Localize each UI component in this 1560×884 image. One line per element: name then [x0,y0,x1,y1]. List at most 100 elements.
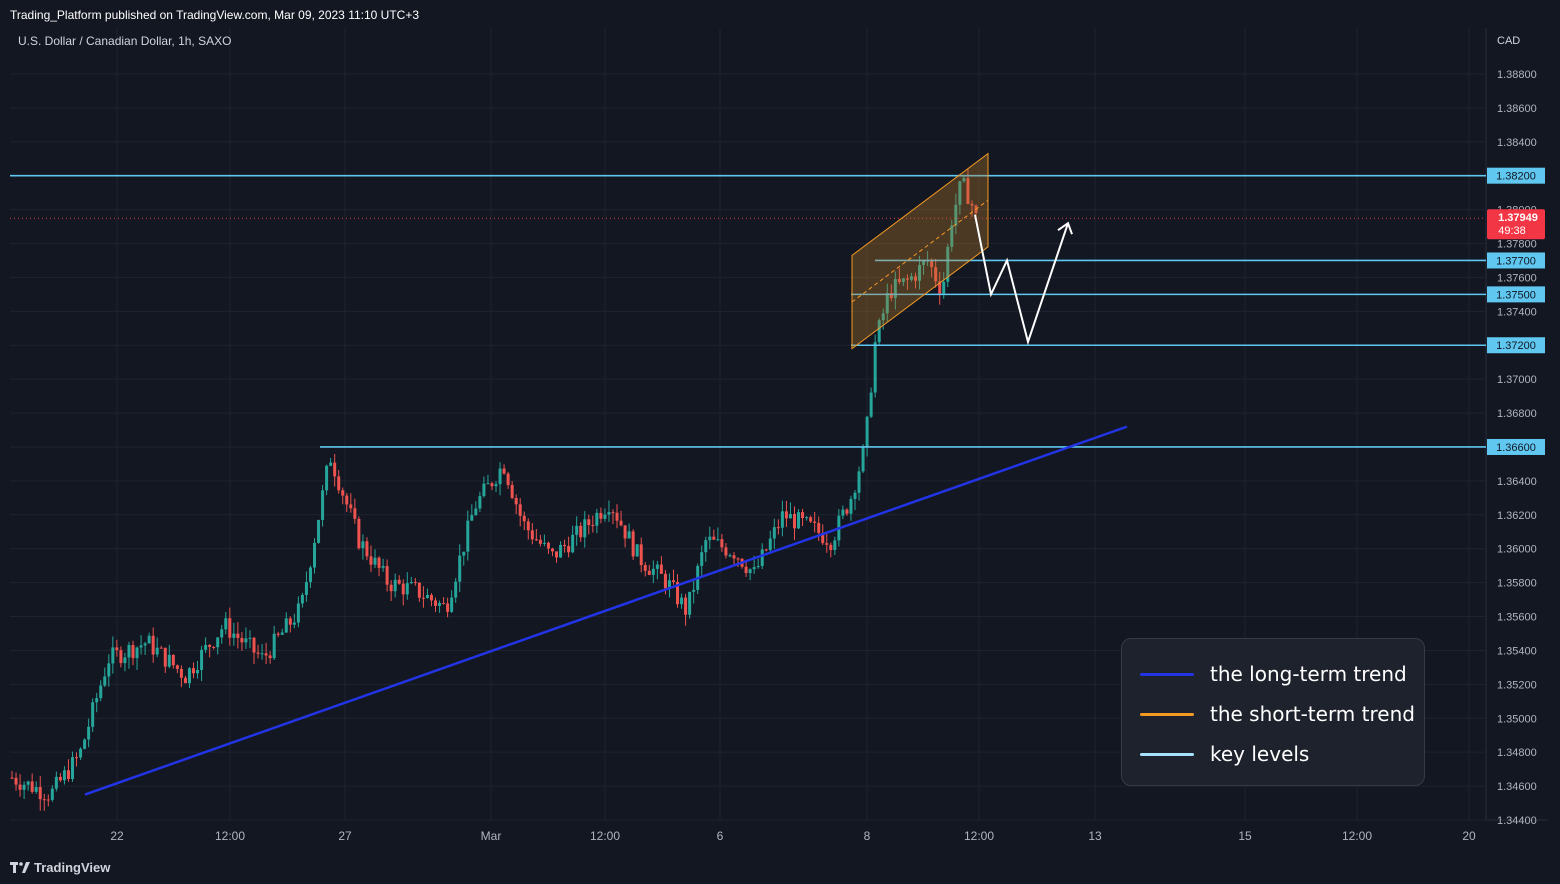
key-level-price-label: 1.37700 [1496,255,1536,267]
candle-body [797,512,801,529]
candle-body [555,551,559,558]
candle-body [381,566,385,568]
time-tick-label: 8 [864,829,871,843]
candle-body [264,653,268,656]
price-tick-label: 1.35400 [1497,645,1537,657]
top-bar: Trading_Platform published on TradingVie… [0,0,1560,28]
candle-body [183,677,187,684]
candle-body [393,579,397,592]
key-level-price-label: 1.37500 [1496,289,1536,301]
candle-body [46,799,50,801]
candle-body [764,549,768,551]
candle-body [692,589,696,592]
candle-body [333,462,337,477]
candle-body [329,462,333,466]
candle-body [893,279,897,299]
candle-body [958,181,962,205]
price-tick-label: 1.37000 [1497,374,1537,386]
symbol-label: U.S. Dollar / Canadian Dollar, 1h, SAXO [18,34,231,48]
candle-body [748,569,752,574]
candle-body [934,267,938,282]
candle-body [704,540,708,553]
candle-body [639,544,643,566]
candle-body [357,518,361,549]
candle-body [91,702,95,727]
candle-body [772,527,776,539]
candle-body [212,646,216,648]
candle-body [284,618,288,633]
candle-body [700,552,704,566]
candle-body [583,519,587,538]
candle-body [292,622,296,625]
candle-body [550,548,554,552]
candle-body [768,538,772,550]
candle-body [232,633,236,638]
candle-body [659,564,663,574]
candle-body [474,508,478,516]
candle-body [216,637,220,648]
candle-body [756,566,760,568]
price-tick-label: 1.37800 [1497,239,1537,251]
candle-body [813,521,817,523]
candle-body [30,781,34,792]
candle-body [627,531,631,539]
candle-body [930,260,934,268]
legend-swatch-short-term [1140,712,1194,716]
candle-body [853,492,857,499]
candle-body [962,178,966,182]
candle-body [438,602,442,606]
candle-body [708,536,712,541]
candle-body [111,647,115,664]
candle-body [87,726,91,740]
key-level-price-tag [1487,286,1545,303]
candle-body [288,618,292,625]
candle-body [809,517,813,522]
price-tick-label: 1.36400 [1497,476,1537,488]
legend-label-short-term: the short-term trend [1210,702,1415,726]
candle-body [462,551,466,556]
candle-body [780,511,784,528]
candle-body [817,522,821,533]
price-tick-label: 1.34400 [1497,815,1537,827]
candle-body [22,784,26,790]
candle-body [651,568,655,575]
candle-body [595,512,599,526]
candle-body [421,597,425,599]
candle-body [579,525,583,538]
candle-body [970,203,974,206]
candle-body [167,654,171,667]
key-level-price-tag [1487,167,1545,184]
legend-box: the long-term trend the short-term trend… [1121,638,1425,786]
candle-body [728,555,732,557]
candle-body [841,509,845,516]
candle-body [66,770,70,779]
candle-body [99,685,103,699]
candle-body [478,496,482,509]
key-level-price-label: 1.36600 [1496,442,1536,454]
candle-body [615,512,619,521]
candle-body [897,279,901,283]
candle-body [220,629,224,638]
candle-body [861,446,865,472]
candle-body [14,777,18,785]
time-tick-label: 12:00 [590,829,620,843]
projection-arrowhead [1057,221,1073,235]
candle-body [83,739,87,749]
candle-body [881,313,885,321]
candle-body [272,633,276,659]
short-term-channel-midline [851,199,989,303]
candle-body [54,776,58,789]
drawings [10,152,1486,796]
candle-body [744,566,748,574]
candle-body [506,473,510,485]
key-level-price-tag [1487,337,1545,354]
legend-label-key-levels: key levels [1210,742,1310,766]
candle-body [849,498,853,514]
candle-body [224,618,228,630]
tradingview-brand[interactable]: TradingView [10,860,110,875]
candles [10,168,978,811]
candle-body [139,645,143,648]
time-tick-label: 6 [717,829,724,843]
candle-body [244,638,248,643]
chart-frame[interactable]: 1.388001.386001.384001.382001.380001.378… [0,28,1560,850]
